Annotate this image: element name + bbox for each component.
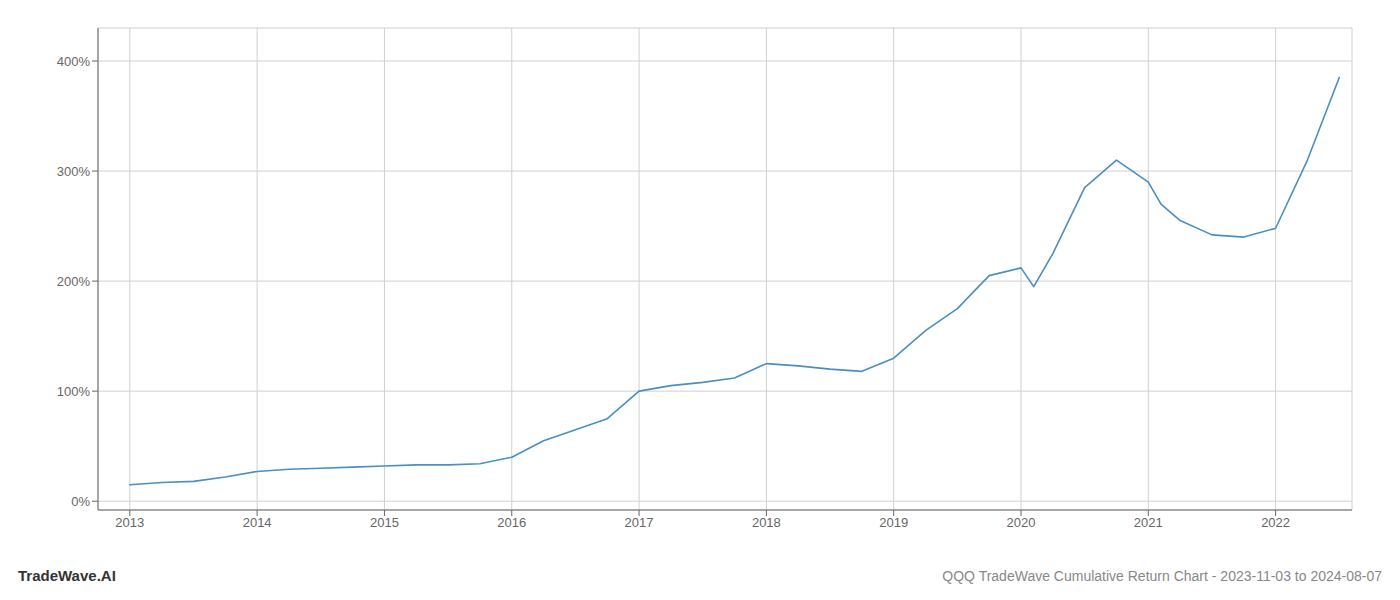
svg-text:2014: 2014 <box>243 515 272 530</box>
svg-text:200%: 200% <box>57 274 91 289</box>
svg-text:2020: 2020 <box>1007 515 1036 530</box>
svg-text:2016: 2016 <box>497 515 526 530</box>
html-text:QQQ TradeWave Cumulative Retur: QQQ TradeWave Cumulative Return Chart - … <box>942 568 1382 584</box>
svg-text:2015: 2015 <box>370 515 399 530</box>
svg-text:2013: 2013 <box>115 515 144 530</box>
svg-text:2021: 2021 <box>1134 515 1163 530</box>
svg-text:2017: 2017 <box>625 515 654 530</box>
svg-text:2018: 2018 <box>752 515 781 530</box>
html-text:TradeWave.AI: TradeWave.AI <box>18 567 116 584</box>
svg-text:2022: 2022 <box>1261 515 1290 530</box>
svg-text:400%: 400% <box>57 54 91 69</box>
svg-text:100%: 100% <box>57 384 91 399</box>
svg-text:2019: 2019 <box>879 515 908 530</box>
svg-text:0%: 0% <box>71 494 90 509</box>
svg-text:300%: 300% <box>57 164 91 179</box>
